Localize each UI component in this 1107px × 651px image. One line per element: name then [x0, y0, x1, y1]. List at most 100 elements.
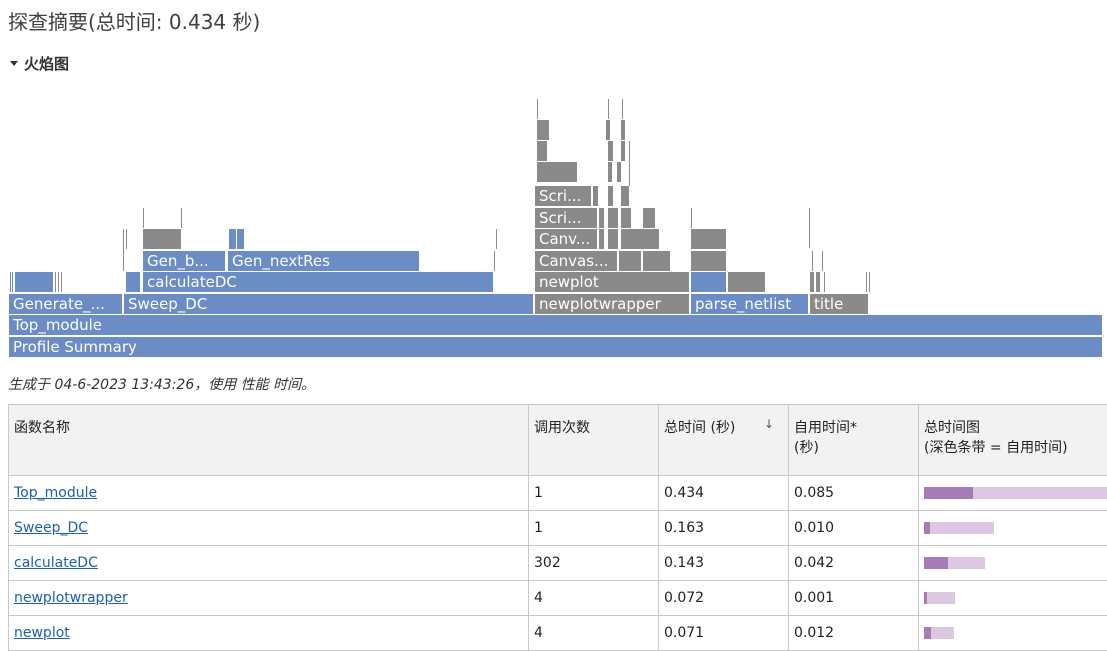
flame-block-sliver[interactable]: [809, 208, 810, 248]
flame-block-unlabeled[interactable]: [599, 229, 604, 249]
flame-block-generate[interactable]: Generate_...: [9, 294, 122, 314]
flame-block-title[interactable]: title: [810, 294, 868, 314]
flame-block-unlabeled[interactable]: [691, 229, 726, 249]
flame-block-sliver[interactable]: [622, 99, 623, 119]
flame-block-unlabeled[interactable]: [608, 186, 613, 206]
column-header-total-time-plot: 总时间图(深色条带 = 自用时间): [919, 405, 1107, 476]
flame-block-unlabeled[interactable]: [619, 251, 641, 271]
flame-block-unlabeled[interactable]: [606, 120, 610, 140]
time-bar: [924, 487, 1104, 499]
function-link[interactable]: Top_module: [14, 485, 97, 501]
function-link[interactable]: Sweep_DC: [14, 520, 88, 536]
flame-block-unlabeled[interactable]: [643, 208, 655, 228]
flame-block-sliver[interactable]: [869, 272, 870, 292]
flame-block-unlabeled[interactable]: [608, 162, 612, 182]
flame-block-unlabeled[interactable]: [541, 120, 549, 140]
flame-block-unlabeled[interactable]: [728, 272, 765, 292]
flame-block-unlabeled[interactable]: [643, 251, 670, 271]
cell-self-time: 0.010: [789, 511, 919, 546]
flame-block-unlabeled[interactable]: [608, 208, 618, 228]
flame-block-newplot[interactable]: newplot: [535, 272, 689, 292]
flame-block-unlabeled[interactable]: [621, 208, 631, 228]
flame-block-gen-nextres[interactable]: Gen_nextRes: [228, 251, 419, 271]
flame-block-profile-summary[interactable]: Profile Summary: [9, 337, 1102, 357]
cell-self-time: 0.042: [789, 546, 919, 581]
flame-block-unlabeled[interactable]: [126, 272, 140, 292]
flame-block-unlabeled[interactable]: [537, 141, 547, 161]
column-header-function-name[interactable]: 函数名称: [9, 405, 529, 476]
flame-block-sliver[interactable]: [123, 229, 124, 271]
cell-calls: 302: [529, 546, 659, 581]
generated-note: 生成于 04-6-2023 13:43:26，使用 性能 时间。: [8, 374, 315, 394]
flame-block-sliver[interactable]: [812, 251, 813, 271]
flame-block-sliver[interactable]: [61, 272, 62, 292]
total-time-bar: [924, 522, 994, 534]
cell-total-time: 0.163: [659, 511, 789, 546]
flame-block-gen-b[interactable]: Gen_b...: [143, 251, 225, 271]
flame-block-sliver[interactable]: [629, 141, 630, 186]
flame-block-sliver[interactable]: [537, 99, 538, 119]
flame-block-unlabeled[interactable]: [599, 208, 604, 228]
flame-block-calculatedc[interactable]: calculateDC: [143, 272, 493, 292]
flame-block-sliver[interactable]: [496, 229, 497, 249]
cell-time-plot: [919, 511, 1107, 546]
flame-block-sliver[interactable]: [822, 251, 823, 271]
flame-block-sliver[interactable]: [126, 229, 127, 249]
flame-block-sliver[interactable]: [10, 272, 11, 292]
flame-block-unlabeled[interactable]: [691, 251, 726, 271]
flame-block-unlabeled[interactable]: [621, 120, 625, 140]
flame-block-canvas-a[interactable]: Canvas...: [535, 251, 617, 271]
flame-block-unlabeled[interactable]: [143, 229, 181, 249]
cell-function-name: newplotwrapper: [9, 581, 529, 616]
flame-block-sliver[interactable]: [55, 272, 56, 292]
function-link[interactable]: calculateDC: [14, 555, 98, 571]
flame-block-unlabeled[interactable]: [621, 186, 629, 206]
flame-block-unlabeled[interactable]: [810, 272, 814, 292]
total-time-bar: [924, 592, 955, 604]
flame-block-unlabeled[interactable]: [617, 162, 621, 182]
flame-block-newplotwrapper[interactable]: newplotwrapper: [535, 294, 689, 314]
function-link[interactable]: newplotwrapper: [14, 590, 128, 606]
flame-block-unlabeled[interactable]: [608, 229, 618, 249]
flame-block-unlabeled[interactable]: [608, 141, 613, 161]
flame-block-unlabeled[interactable]: [537, 162, 577, 182]
flame-block-unlabeled[interactable]: [621, 141, 625, 161]
function-link[interactable]: newplot: [14, 625, 70, 641]
cell-self-time: 0.012: [789, 616, 919, 651]
flame-block-sweep-dc[interactable]: Sweep_DC: [124, 294, 533, 314]
flame-block-unlabeled[interactable]: [229, 229, 236, 249]
flame-block-parse-netlist[interactable]: parse_netlist: [691, 294, 808, 314]
flame-block-unlabeled[interactable]: [237, 229, 244, 249]
cell-calls: 1: [529, 511, 659, 546]
column-header-total-time[interactable]: 总时间 (秒)↓: [659, 405, 789, 476]
flame-block-top-module[interactable]: Top_module: [9, 315, 1102, 335]
cell-calls: 4: [529, 581, 659, 616]
flame-block-unlabeled[interactable]: [816, 272, 820, 292]
cell-total-time: 0.434: [659, 476, 789, 511]
column-header-total-time-label: 总时间 (秒): [664, 420, 735, 436]
flame-block-sliver[interactable]: [608, 99, 609, 119]
flame-block-sliver[interactable]: [58, 272, 59, 292]
flame-block-sliver[interactable]: [181, 208, 182, 228]
column-header-self-time[interactable]: 自用时间*(秒): [789, 405, 919, 476]
flame-block-unlabeled[interactable]: [593, 186, 598, 206]
flame-block-script-b[interactable]: Scri...: [535, 186, 591, 206]
flame-block-sliver[interactable]: [12, 272, 13, 292]
flame-block-sliver[interactable]: [691, 208, 692, 228]
flame-block-canvas-b[interactable]: Canv...: [535, 229, 597, 249]
flame-block-sliver[interactable]: [866, 272, 867, 292]
flame-block-sliver[interactable]: [494, 251, 495, 271]
column-header-function-name-label: 函数名称: [14, 420, 70, 436]
column-header-plot-legend: (深色条带 = 自用时间): [924, 440, 1068, 456]
column-header-calls[interactable]: 调用次数: [529, 405, 659, 476]
cell-function-name: Top_module: [9, 476, 529, 511]
flame-block-sliver[interactable]: [824, 272, 825, 292]
flame-block-script-a[interactable]: Scri...: [535, 208, 597, 228]
flame-block-sliver[interactable]: [143, 208, 144, 228]
flame-block-unlabeled[interactable]: [691, 272, 726, 292]
flame-block-unlabeled[interactable]: [15, 272, 53, 292]
flame-block-unlabeled[interactable]: [621, 229, 659, 249]
flame-block-sliver[interactable]: [546, 120, 547, 140]
